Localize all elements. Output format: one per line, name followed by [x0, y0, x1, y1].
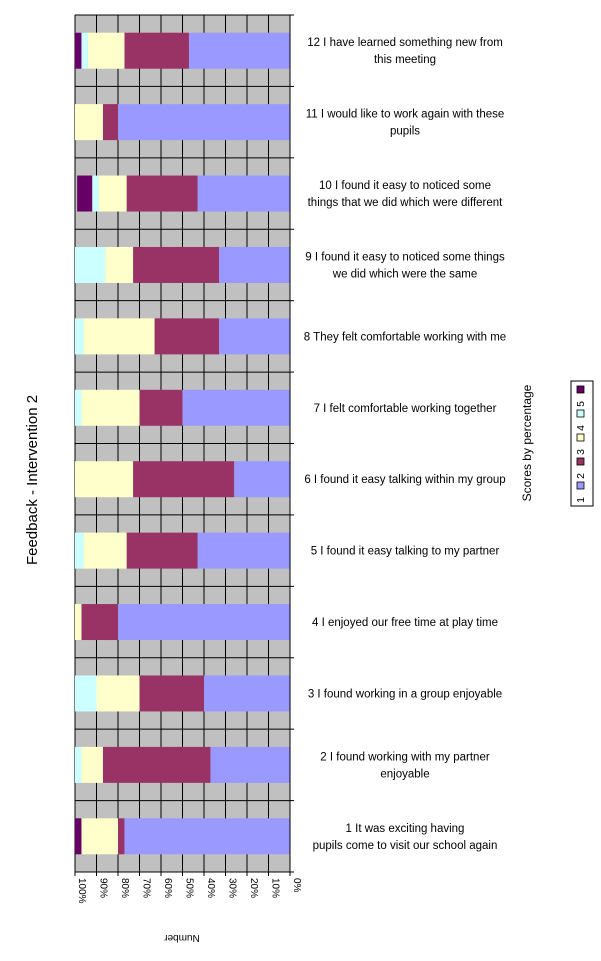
category-label: this meeting	[374, 54, 436, 66]
x-tick-label: 90%	[98, 878, 109, 898]
bar-segment	[75, 675, 97, 712]
bar-segment	[133, 461, 235, 498]
category-label: 5 I found it easy talking to my partner	[311, 546, 500, 558]
bar-segment	[219, 246, 290, 283]
bar-segment	[75, 389, 82, 426]
bar-segment	[81, 389, 140, 426]
x-tick-label: 40%	[205, 878, 216, 898]
legend-label: 4	[575, 425, 587, 431]
legend-label: 3	[575, 449, 587, 455]
bar-segment	[118, 818, 125, 855]
bar-segment	[126, 175, 198, 212]
legend-label: 5	[575, 401, 587, 407]
bar-segment	[75, 532, 84, 569]
x-tick-label: 60%	[162, 878, 173, 898]
bar-segment	[75, 461, 134, 498]
category-label: we did which were the same	[332, 268, 477, 280]
x-tick-label: 30%	[227, 878, 238, 898]
x-tick-label: 0%	[291, 878, 302, 893]
bar-segment	[81, 818, 118, 855]
legend-swatch	[576, 457, 585, 466]
bar-segment	[118, 604, 290, 641]
category-label: 7 I felt comfortable working together	[314, 403, 497, 415]
legend-swatch	[576, 481, 585, 490]
bar-segment	[75, 818, 82, 855]
bar-segment	[75, 104, 103, 141]
bar-segment	[197, 175, 290, 212]
bar-segment	[105, 246, 134, 283]
bar-segment	[81, 746, 103, 783]
category-label: 12 I have learned something new from	[307, 37, 503, 49]
legend-swatch	[576, 433, 585, 442]
category-label: 1 It was exciting having	[346, 823, 465, 835]
category-label: 8 They felt comfortable working with me	[304, 331, 506, 343]
bar-segment	[234, 461, 290, 498]
legend: 5 4 3 2 1	[570, 380, 594, 507]
bar-segment	[102, 104, 118, 141]
bar-segment	[75, 746, 82, 783]
chart-title: Feedback - Intervention 2	[24, 395, 41, 565]
bar-segment	[133, 246, 220, 283]
x-tick-label: 70%	[141, 878, 152, 898]
category-label: 10 I found it easy to noticed some	[319, 180, 491, 192]
bar-segment	[219, 318, 290, 355]
bar-segment	[92, 175, 99, 212]
bar-segment	[77, 175, 93, 212]
bar-segment	[139, 675, 204, 712]
bar-segment	[118, 104, 290, 141]
x-tick-label: 10%	[270, 878, 281, 898]
category-labels: 1 It was exciting having pupils come to v…	[304, 37, 506, 852]
category-label: 9 I found it easy to noticed some things	[305, 251, 505, 263]
bar-segment	[197, 532, 290, 569]
x-tick-label: 100%	[76, 878, 87, 904]
category-label: 2 I found working with my partner	[320, 751, 490, 763]
bar-segment	[124, 32, 189, 69]
bar-segment	[188, 32, 290, 69]
bar-segment	[204, 675, 290, 712]
bar-segment	[81, 32, 88, 69]
category-ticks	[290, 14, 294, 873]
legend-label: 2	[575, 473, 587, 479]
legend-swatch	[576, 385, 585, 394]
bar-segment	[102, 746, 211, 783]
bar-segment	[75, 246, 106, 283]
legend-box	[570, 380, 594, 507]
category-label: 11 I would like to work again with these	[306, 109, 505, 121]
x-tick-label: 80%	[119, 878, 130, 898]
category-label: pupils	[390, 126, 420, 138]
category-label: 6 I found it easy talking within my grou…	[304, 474, 505, 486]
bar-segment	[75, 32, 82, 69]
x-axis-label: Number	[164, 932, 200, 943]
bar-segment	[81, 604, 118, 641]
bar-segment	[154, 318, 220, 355]
bar-segment	[210, 746, 290, 783]
x-tick-label: 20%	[248, 878, 259, 898]
bar-segment	[83, 318, 155, 355]
legend-swatch	[576, 409, 585, 418]
bar-segment	[83, 532, 127, 569]
x-tick-labels: 0% 10% 20% 30% 40% 50% 60% 70% 80% 90% 100%	[74, 872, 302, 904]
category-label: things that we did which were different	[308, 197, 504, 209]
category-label: pupils come to visit our school again	[313, 840, 498, 852]
category-label: 3 I found working in a group enjoyable	[308, 688, 502, 700]
legend-title: Scores by percentage	[520, 384, 534, 501]
bars	[75, 32, 290, 855]
bar-segment	[96, 675, 140, 712]
bar-segment	[75, 318, 84, 355]
legend-label: 1	[575, 497, 587, 503]
grid-lines	[74, 14, 291, 873]
category-label: enjoyable	[380, 768, 429, 780]
bar-segment	[75, 604, 82, 641]
bar-segment	[182, 389, 290, 426]
bar-segment	[124, 818, 290, 855]
bar-segment	[98, 175, 127, 212]
bar-segment	[139, 389, 183, 426]
category-label: 4 I enjoyed our free time at play time	[312, 617, 498, 629]
bar-segment	[126, 532, 198, 569]
bar-segment	[87, 32, 125, 69]
x-tick-label: 50%	[184, 878, 195, 898]
